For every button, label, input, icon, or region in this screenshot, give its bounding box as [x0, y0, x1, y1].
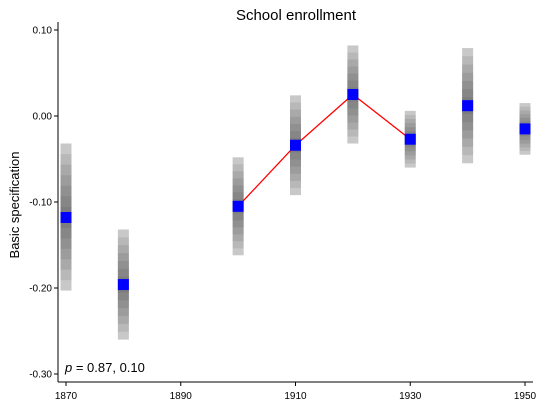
estimate-points [60, 89, 531, 291]
y-tick-label: -0.30 [29, 370, 52, 381]
confidence-bands [60, 45, 531, 340]
p-value-annotation: p = 0.87, 0.10 [64, 360, 145, 375]
y-axis-label: Basic specification [7, 152, 22, 259]
y-tick-label: -0.10 [29, 198, 52, 209]
estimate-marker [347, 89, 359, 100]
estimate-marker [404, 133, 416, 145]
estimate-marker [60, 211, 72, 223]
estimate-marker [232, 200, 244, 212]
y-tick-label: 0.00 [33, 112, 53, 123]
x-tick-label: 1950 [514, 391, 537, 402]
estimate-marker [519, 123, 531, 135]
estimate-marker [117, 279, 129, 291]
y-tick-label: 0.10 [33, 26, 53, 37]
x-tick-label: 1890 [170, 391, 193, 402]
estimate-marker [462, 100, 474, 112]
estimate-marker [290, 139, 301, 151]
x-tick-label: 1870 [55, 391, 78, 402]
p-symbol: p [64, 360, 72, 375]
chart-title: School enrollment [236, 7, 357, 24]
connecting-line-layer [237, 93, 411, 207]
p-value-text: = 0.87, 0.10 [72, 360, 145, 375]
x-tick-label: 1930 [399, 391, 422, 402]
y-tick-label: -0.20 [29, 284, 52, 295]
connecting-line [237, 93, 411, 207]
x-tick-label: 1910 [284, 391, 307, 402]
